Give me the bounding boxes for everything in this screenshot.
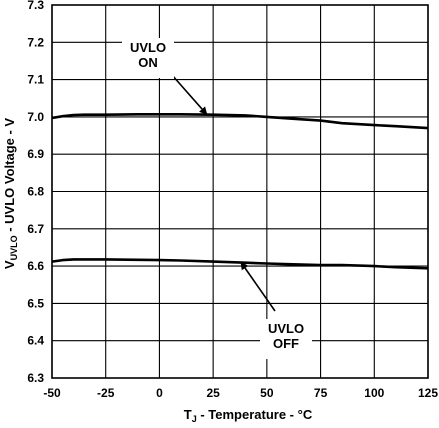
y-tick-label: 6.5	[27, 296, 44, 310]
series-line-uvlo-off	[51, 258, 429, 270]
y-tick-label: 6.7	[27, 222, 44, 236]
y-tick-label: 6.8	[27, 185, 44, 199]
x-tick-label: 0	[156, 386, 163, 400]
plot-frame	[51, 4, 429, 379]
x-tick-label: 125	[418, 386, 438, 400]
y-axis-label-rest: - UVLO Voltage - V	[2, 118, 17, 236]
x-tick-label: -50	[43, 386, 61, 400]
x-axis-label-rest: - Temperature - °C	[197, 407, 313, 422]
annotation-label: UVLO	[130, 40, 166, 55]
x-tick-label: 75	[314, 386, 328, 400]
y-tick-label: 7.0	[27, 110, 44, 124]
x-tick-label: 50	[260, 386, 274, 400]
y-tick-label: 6.4	[27, 334, 44, 348]
y-axis-label-sub: UVLO	[9, 235, 19, 260]
x-tick-labels: -50 -25 0 25 50 75 100 125	[43, 386, 438, 400]
y-axis-label-main: V	[2, 260, 17, 269]
y-tick-label: 6.9	[27, 147, 44, 161]
annotation-label: ON	[138, 55, 158, 70]
series-line-uvlo-on	[51, 113, 429, 130]
y-tick-label: 7.1	[27, 73, 44, 87]
y-tick-label: 7.3	[27, 0, 44, 12]
annotation-label: OFF	[273, 336, 299, 351]
x-axis-label: TJ - Temperature - °C	[184, 407, 313, 424]
annotation-arrow	[240, 261, 276, 312]
x-tick-label: 100	[364, 386, 384, 400]
x-axis-label-main: T	[184, 407, 192, 422]
y-tick-labels: 6.3 6.4 6.5 6.6 6.7 6.8 6.9 7.0 7.1 7.2 7.3	[27, 0, 44, 385]
annotation-background	[260, 319, 312, 359]
x-tick-label: 25	[206, 386, 220, 400]
x-tick-label: -25	[97, 386, 115, 400]
annotation-arrow	[171, 74, 208, 116]
annotation-background	[122, 38, 174, 78]
x-axis-label-sub: J	[192, 414, 197, 424]
grid-lines	[51, 4, 429, 379]
series-lines	[51, 113, 429, 270]
y-tick-label: 7.2	[27, 35, 44, 49]
y-axis-label: VUVLO - UVLO Voltage - V	[2, 118, 19, 270]
y-tick-label: 6.6	[27, 259, 44, 273]
y-tick-label: 6.3	[27, 371, 44, 385]
annotation-label: UVLO	[268, 321, 304, 336]
